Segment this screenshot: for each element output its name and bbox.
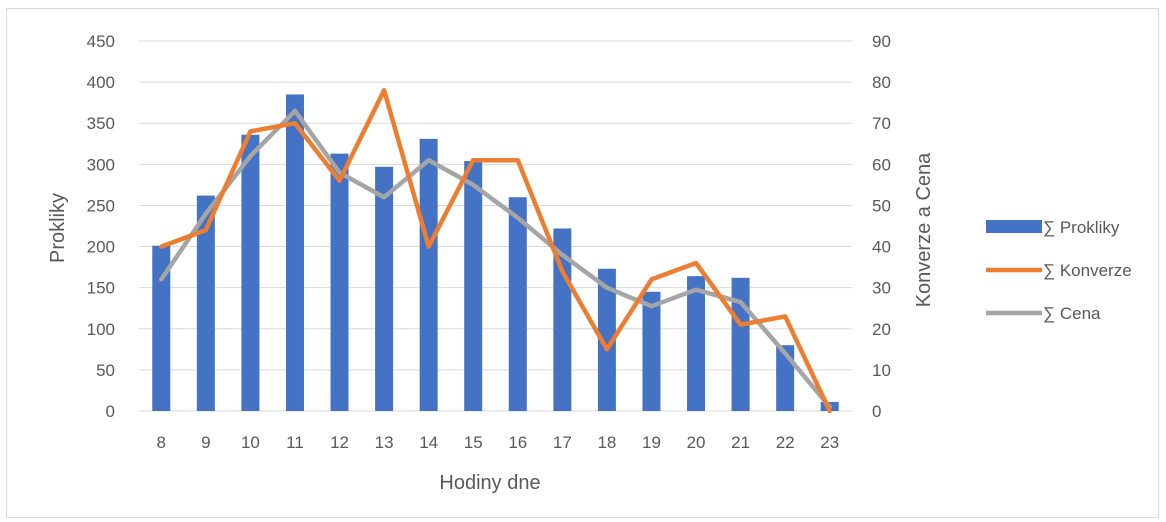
y-right-tick-label: 90: [872, 32, 891, 51]
x-tick-label: 8: [157, 433, 166, 452]
y-left-tick-label: 300: [87, 155, 115, 174]
y-right-tick-label: 50: [872, 196, 891, 215]
y-left-tick-label: 450: [87, 32, 115, 51]
bar: [196, 195, 215, 411]
y-right-tick-label: 70: [872, 114, 891, 133]
y-left-tick-label: 50: [96, 361, 115, 380]
y-right-tick-label: 40: [872, 238, 891, 257]
y-right-tick-label: 0: [872, 402, 881, 421]
y-left-tick-label: 350: [87, 114, 115, 133]
bar: [152, 245, 171, 411]
y-left-tick-label: 100: [87, 320, 115, 339]
legend: ∑ Prokliky ∑ Konverze ∑ Cena: [986, 218, 1132, 323]
bar: [375, 166, 394, 411]
right-axis-ticks: 0 10 20 30 40 50 60 70 80 90: [872, 32, 891, 421]
bar: [508, 197, 527, 411]
legend-label-cena: ∑ Cena: [1043, 304, 1101, 323]
left-axis-title: Prokliky: [47, 193, 69, 263]
bar: [330, 153, 349, 411]
x-tick-label: 17: [553, 433, 572, 452]
bar: [731, 277, 750, 411]
x-tick-label: 15: [464, 433, 483, 452]
x-tick-label: 22: [776, 433, 795, 452]
x-tick-label: 12: [330, 433, 349, 452]
bar-series: [152, 94, 839, 411]
line-series: [159, 88, 832, 414]
line-cena: [159, 108, 832, 410]
y-right-tick-label: 20: [872, 320, 891, 339]
x-tick-label: 10: [241, 433, 260, 452]
y-left-tick-label: 0: [106, 402, 115, 421]
y-left-tick-label: 200: [87, 238, 115, 257]
bar: [464, 161, 483, 411]
x-tick-label: 9: [201, 433, 210, 452]
x-tick-label: 20: [687, 433, 706, 452]
left-axis-ticks: 0 50 100 150 200 250 300 350 400 450: [87, 32, 115, 421]
legend-label-prokliky: ∑ Prokliky: [1043, 218, 1120, 237]
bar: [597, 268, 616, 411]
bar: [241, 134, 260, 411]
bar: [419, 138, 438, 411]
y-right-tick-label: 10: [872, 361, 891, 380]
x-tick-label: 21: [731, 433, 750, 452]
legend-label-konverze: ∑ Konverze: [1043, 261, 1132, 280]
bar: [285, 94, 304, 411]
y-left-tick-label: 250: [87, 196, 115, 215]
bar: [553, 228, 572, 411]
x-tick-label: 16: [508, 433, 527, 452]
bar: [642, 291, 661, 411]
legend-swatch-prokliky: [986, 220, 1042, 233]
x-tick-label: 19: [642, 433, 661, 452]
x-axis-title: Hodiny dne: [439, 472, 540, 494]
right-axis-title: Konverze a Cena: [913, 152, 935, 307]
line-konverze: [159, 88, 832, 414]
y-right-tick-label: 80: [872, 73, 891, 92]
x-tick-label: 18: [597, 433, 616, 452]
y-left-tick-label: 400: [87, 73, 115, 92]
bar: [687, 276, 706, 411]
x-tick-label: 11: [286, 433, 304, 452]
y-right-tick-label: 60: [872, 155, 891, 174]
y-right-tick-label: 30: [872, 279, 891, 298]
x-tick-label: 23: [820, 433, 839, 452]
x-tick-label: 13: [375, 433, 394, 452]
x-tick-label: 14: [419, 433, 438, 452]
x-axis-ticks: 8 9 10 11 12 13 14 15 16 17 18 19 20 21 22 23: [157, 433, 840, 452]
y-left-tick-label: 150: [87, 279, 115, 298]
